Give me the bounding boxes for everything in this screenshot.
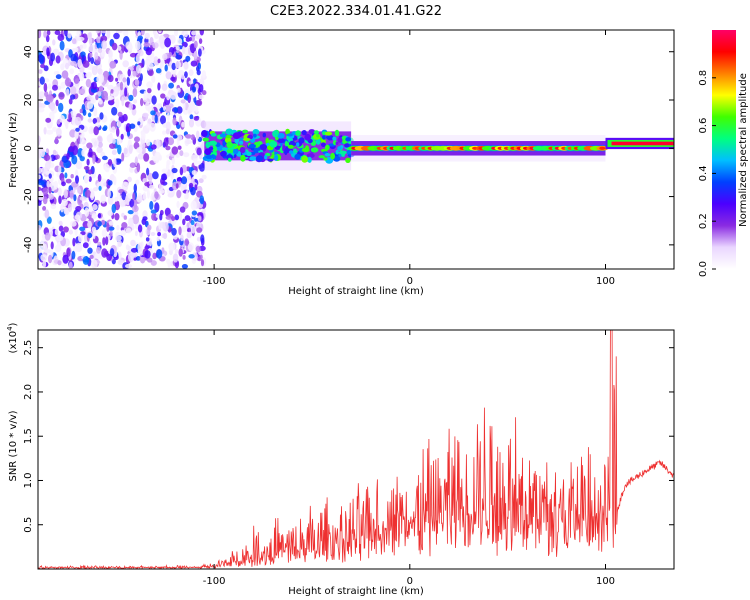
colorbar-axis: 0.0 0.2 0.4 0.6 0.8 bbox=[698, 70, 716, 277]
heatmap-y-tick-label-4: 40 bbox=[23, 45, 34, 58]
heatmap-band-2 bbox=[348, 135, 609, 162]
heatmap-plot-frame bbox=[37, 29, 675, 270]
snr-y-scale: (x104) bbox=[6, 322, 19, 353]
snr-y-tick-label-0: 0.5 bbox=[23, 517, 34, 533]
heatmap-x-axis: -100 0 100 bbox=[203, 30, 615, 287]
heatmap-x-tick-label-0: -100 bbox=[203, 276, 226, 287]
colorbar-tick-label-2: 0.4 bbox=[698, 165, 709, 181]
heatmap-spectrogram bbox=[38, 30, 674, 269]
snr-x-tick-label-0: -100 bbox=[203, 576, 226, 587]
heatmap-band-0 bbox=[38, 30, 207, 269]
snr-x-axis: -100 0 100 bbox=[203, 330, 615, 587]
heatmap-y-axis: -40 -20 0 20 40 bbox=[23, 45, 674, 253]
heatmap-x-tick-label-2: 100 bbox=[596, 276, 615, 287]
snr-y-label: SNR (10 * v/v) bbox=[8, 410, 19, 481]
snr-x-tick-label-2: 100 bbox=[596, 576, 615, 587]
heatmap-y-tick-label-2: 0 bbox=[23, 145, 34, 151]
snr-x-label: Height of straight line (km) bbox=[288, 586, 424, 597]
snr-plot-frame bbox=[37, 329, 675, 570]
snr-x-tick-label-1: 0 bbox=[407, 576, 413, 587]
colorbar-tick-label-0: 0.0 bbox=[698, 261, 709, 277]
snr-y-scale-exponent: 4 bbox=[6, 326, 14, 331]
figure-title: C2E3.2022.334.01.41.G22 bbox=[270, 4, 442, 19]
snr-y-scale-base: (x10 bbox=[8, 331, 19, 354]
snr-y-tick-label-4: 2.5 bbox=[23, 340, 34, 356]
heatmap-x-label: Height of straight line (km) bbox=[288, 286, 424, 297]
heatmap-y-label: Frequency (Hz) bbox=[8, 112, 19, 188]
snr-line-plot bbox=[38, 330, 674, 569]
colorbar-tick-label-1: 0.2 bbox=[698, 213, 709, 229]
colorbar-tick-label-4: 0.8 bbox=[698, 70, 709, 86]
heatmap-x-tick-label-1: 0 bbox=[407, 276, 413, 287]
svg-text:(x104): (x104) bbox=[6, 322, 19, 353]
heatmap-y-tick-label-0: -40 bbox=[23, 237, 34, 253]
colorbar-tick-label-3: 0.6 bbox=[698, 118, 709, 134]
snr-y-tick-label-1: 1.0 bbox=[23, 473, 34, 489]
snr-y-tick-label-3: 2.0 bbox=[23, 384, 34, 400]
heatmap-y-tick-label-1: -20 bbox=[23, 188, 34, 204]
snr-series-line bbox=[38, 330, 674, 569]
heatmap-y-tick-label-3: 20 bbox=[23, 94, 34, 107]
snr-y-axis: 0.5 1.0 1.5 2.0 2.5 bbox=[23, 340, 674, 533]
colorbar bbox=[712, 30, 736, 269]
colorbar-label: Normalized spectral amplitude bbox=[738, 73, 749, 227]
snr-y-tick-label-2: 1.5 bbox=[23, 428, 34, 444]
heatmap-band-1 bbox=[201, 121, 355, 171]
heatmap-band-3 bbox=[605, 137, 674, 150]
